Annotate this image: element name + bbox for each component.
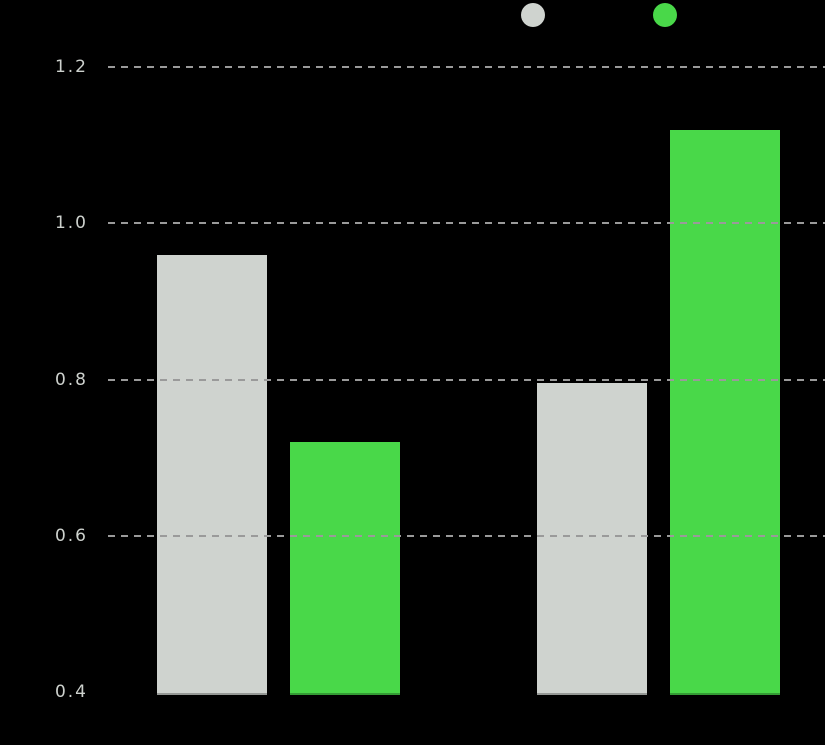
legend-marker-gray-icon (520, 3, 545, 27)
y-tick-label-0.4: 0.4 (54, 681, 88, 702)
bar-gray-group-1 (157, 254, 267, 695)
legend-marker-green-icon (652, 3, 677, 27)
y-tick-label-0.8: 0.8 (54, 369, 88, 390)
y-tick-label-1.2: 1.2 (54, 57, 88, 78)
bar-gray-group-2 (536, 383, 647, 695)
y-gridline-1.2 (108, 66, 825, 69)
y-gridline-0.6 (108, 534, 825, 537)
y-tick-label-1.0: 1.0 (54, 213, 88, 234)
y-gridline-1 (108, 222, 825, 225)
bar-green-group-1 (290, 442, 400, 695)
y-gridline-0.8 (108, 378, 825, 381)
bar-green-group-2 (669, 129, 780, 695)
y-tick-label-0.6: 0.6 (54, 525, 88, 546)
